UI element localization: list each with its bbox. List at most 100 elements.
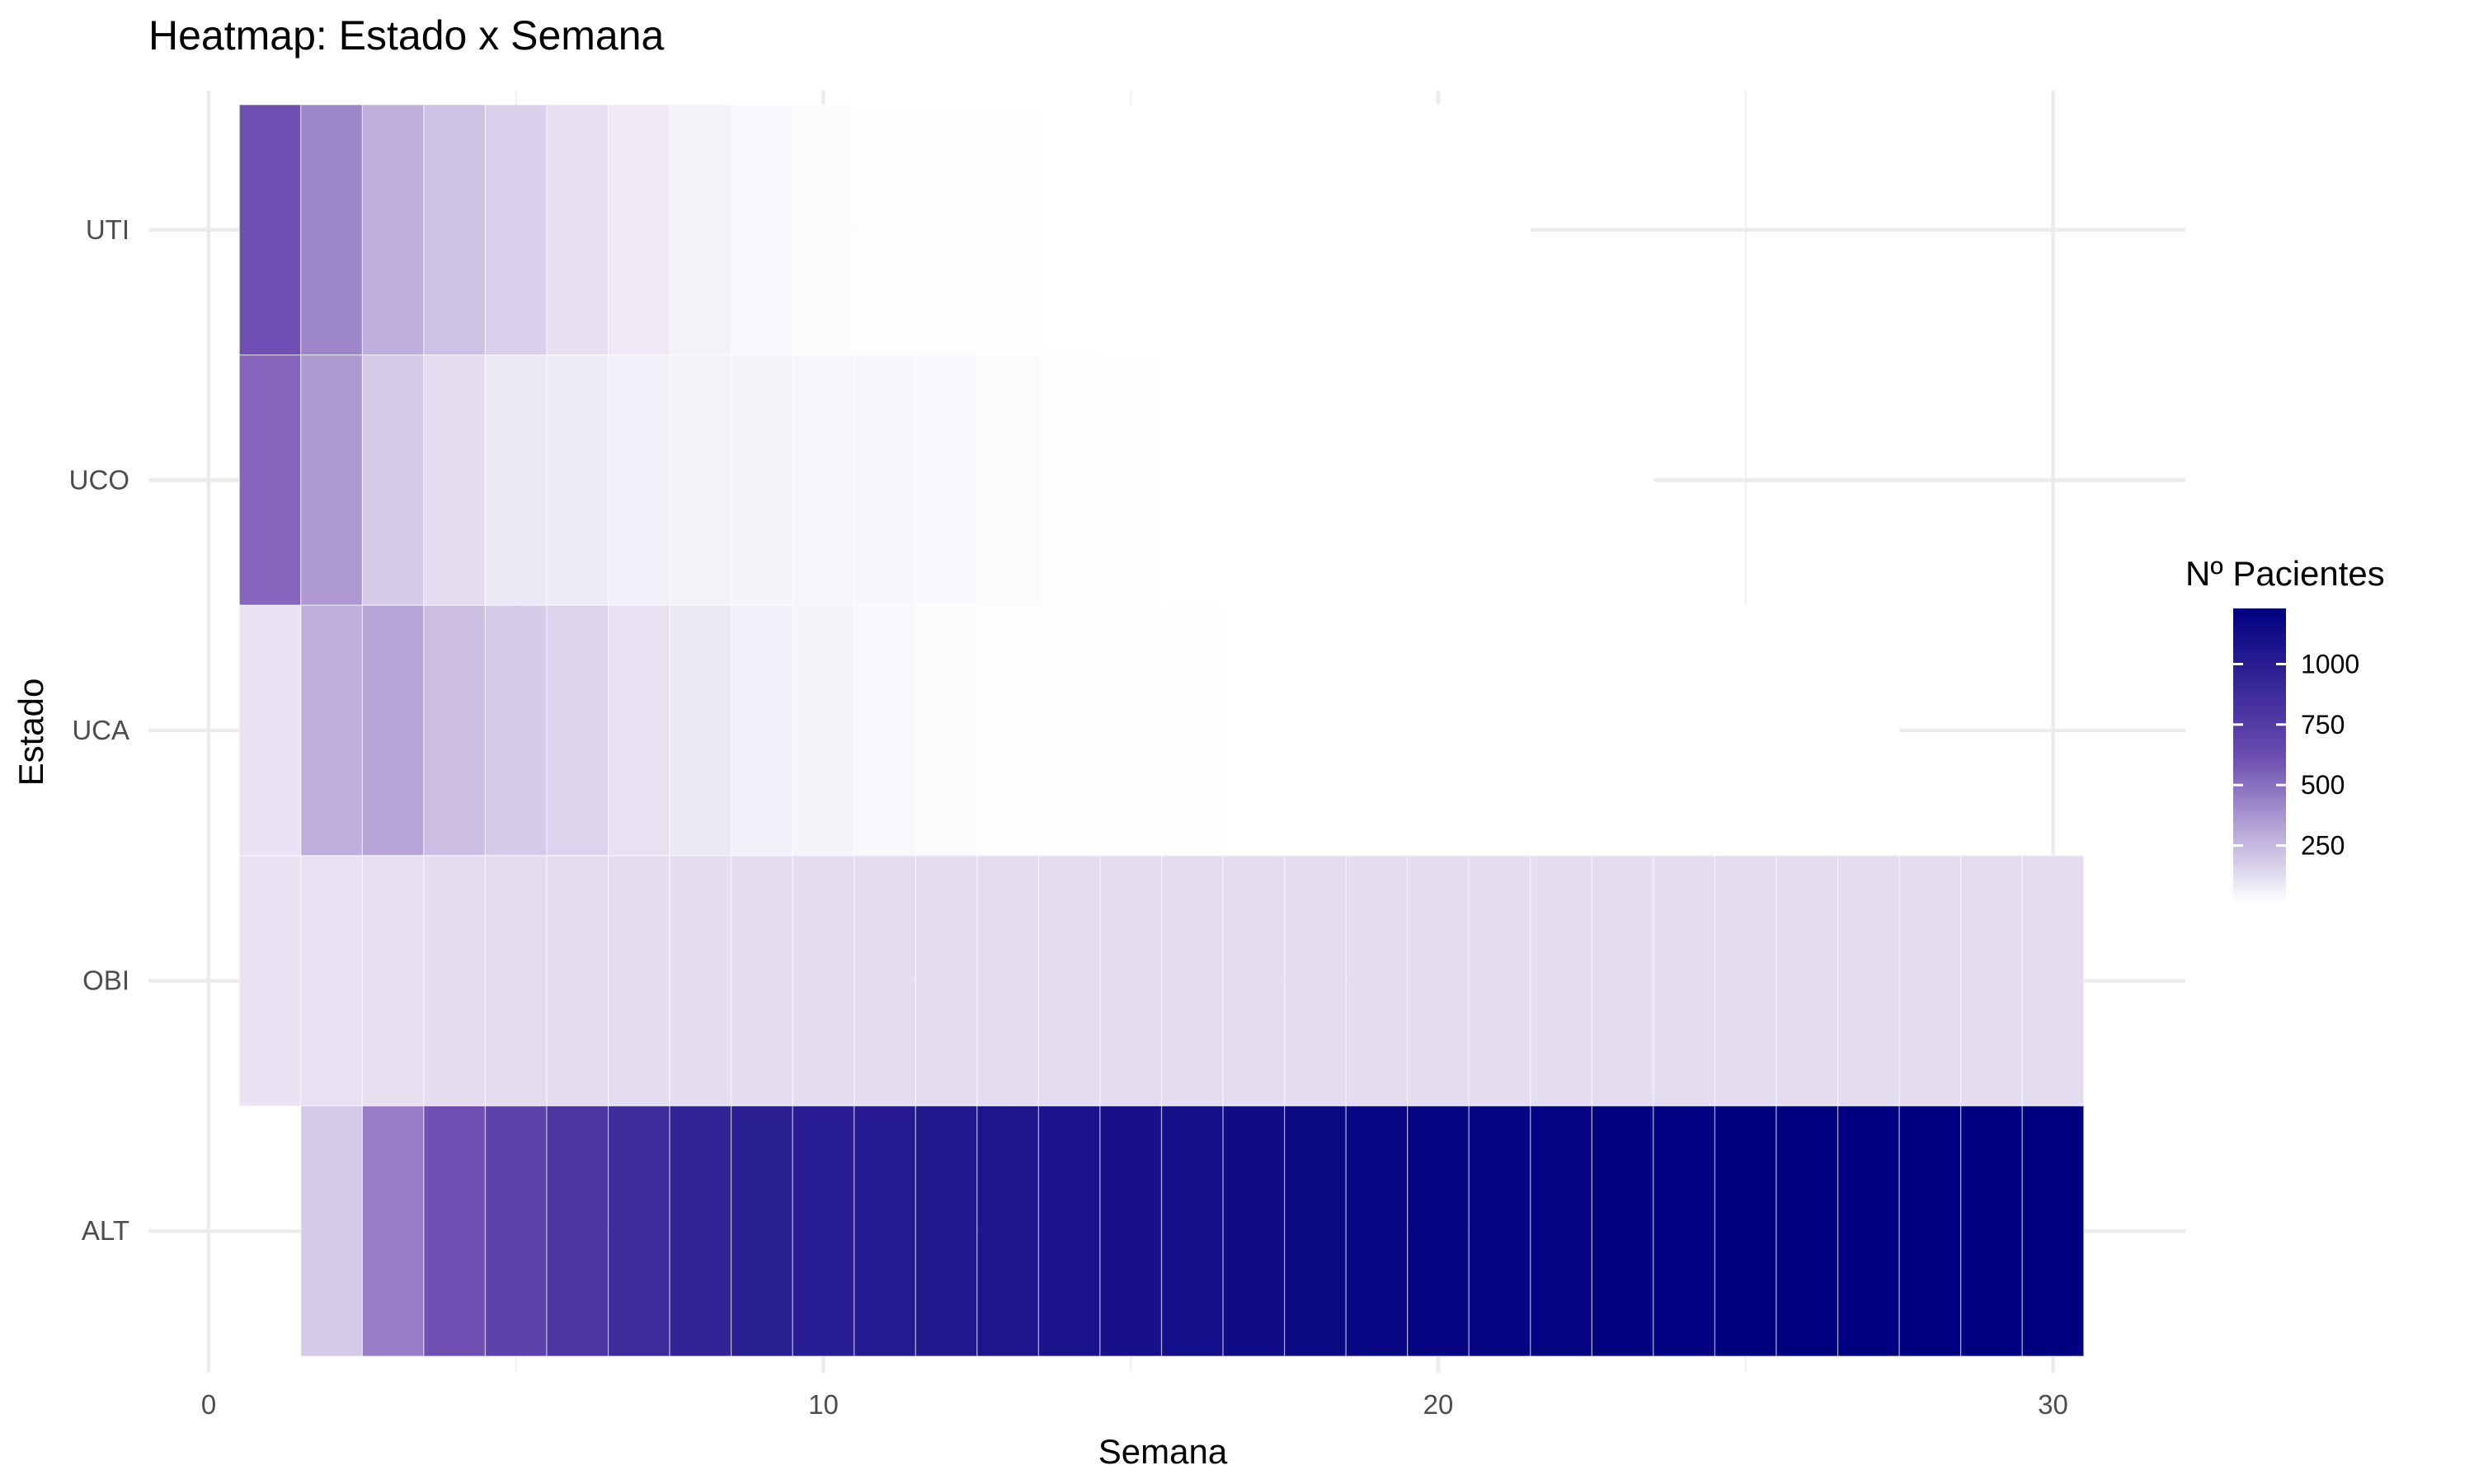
heatmap-cell xyxy=(238,104,302,356)
heatmap-cell xyxy=(731,604,793,857)
y-axis-tick-labels: UTI UCO UCA OBI ALT xyxy=(69,214,129,1246)
heatmap-cell xyxy=(238,355,302,606)
heatmap-cell xyxy=(854,355,916,606)
heatmap-cell xyxy=(915,104,978,356)
heatmap-cell xyxy=(1160,855,1224,1107)
heatmap-cell xyxy=(607,855,670,1107)
heatmap-cell xyxy=(1222,1105,1286,1357)
heatmap-cell xyxy=(854,104,916,356)
heatmap-cell xyxy=(1960,855,2023,1107)
heatmap-cell xyxy=(423,355,487,606)
heatmap-cell xyxy=(484,604,548,857)
color-legend: Nº Pacientes 250 500 750 1000 xyxy=(2185,554,2385,904)
legend-tick-label: 250 xyxy=(2301,831,2345,861)
y-tick-label: UCO xyxy=(69,464,129,495)
heatmap-cell xyxy=(731,104,793,356)
heatmap-cell xyxy=(1099,355,1163,606)
heatmap-cell xyxy=(1837,855,1900,1107)
heatmap-cell xyxy=(2021,1105,2085,1357)
heatmap-cell xyxy=(1160,604,1224,857)
heatmap-cell xyxy=(300,355,363,606)
heatmap-cell xyxy=(1714,1105,1777,1357)
heatmap-cell xyxy=(300,1105,363,1357)
y-tick-label: UCA xyxy=(72,715,129,745)
heatmap-cell xyxy=(1653,855,1716,1107)
heatmap-cell xyxy=(1714,604,1777,857)
heatmap-cell xyxy=(423,1105,487,1357)
heatmap-cell xyxy=(484,855,548,1107)
heatmap-cell xyxy=(1530,855,1592,1107)
heatmap-cell xyxy=(423,604,487,857)
heatmap-cell xyxy=(1530,355,1592,606)
legend-tick-label: 500 xyxy=(2301,770,2345,800)
heatmap-cell xyxy=(484,355,548,606)
heatmap-cell xyxy=(1407,355,1470,606)
heatmap-cell xyxy=(976,604,1040,857)
heatmap-cell xyxy=(1407,1105,1470,1357)
heatmap-cell xyxy=(1345,604,1409,857)
x-tick-label: 30 xyxy=(2038,1389,2068,1420)
heatmap-cell xyxy=(1160,355,1224,606)
heatmap-cell xyxy=(546,104,609,356)
heatmap-cell xyxy=(915,604,978,857)
heatmap-cell xyxy=(1898,855,1962,1107)
heatmap-cell xyxy=(1776,604,1839,857)
y-tick-label: UTI xyxy=(86,214,129,245)
heatmap-tiles xyxy=(238,104,2085,1357)
heatmap-cell xyxy=(1714,855,1777,1107)
heatmap-cell xyxy=(300,604,363,857)
heatmap-cell xyxy=(1837,604,1900,857)
heatmap-cell xyxy=(300,855,363,1107)
heatmap-cell xyxy=(1468,855,1531,1107)
heatmap-cell xyxy=(1284,604,1347,857)
heatmap-cell xyxy=(1407,855,1470,1107)
heatmap-cell xyxy=(1837,1105,1900,1357)
chart-title: Heatmap: Estado x Semana xyxy=(148,12,665,59)
heatmap-cell xyxy=(423,855,487,1107)
heatmap-cell xyxy=(1160,1105,1224,1357)
heatmap-cell xyxy=(731,355,793,606)
heatmap-cell xyxy=(1160,104,1224,356)
y-axis-title: Estado xyxy=(12,679,50,787)
heatmap-cell xyxy=(1468,604,1531,857)
heatmap-cell xyxy=(546,1105,609,1357)
heatmap-cell xyxy=(792,855,855,1107)
heatmap-cell xyxy=(854,855,916,1107)
heatmap-cell xyxy=(300,104,363,356)
heatmap-cell xyxy=(1037,604,1101,857)
heatmap-cell xyxy=(1037,104,1101,356)
heatmap-cell xyxy=(976,855,1040,1107)
heatmap-cell xyxy=(731,1105,793,1357)
y-tick-label: ALT xyxy=(82,1215,129,1246)
heatmap-cell xyxy=(1345,104,1409,356)
heatmap-cell xyxy=(607,604,670,857)
heatmap-cell xyxy=(976,1105,1040,1357)
heatmap-cell xyxy=(976,104,1040,356)
heatmap-cell xyxy=(607,104,670,356)
heatmap-cell xyxy=(484,104,548,356)
heatmap-cell xyxy=(1099,1105,1163,1357)
y-tick-label: OBI xyxy=(82,965,129,996)
heatmap-cell xyxy=(1345,1105,1409,1357)
heatmap-cell xyxy=(1222,104,1286,356)
heatmap-cell xyxy=(546,355,609,606)
heatmap-cell xyxy=(854,1105,916,1357)
heatmap-cell xyxy=(361,355,425,606)
heatmap-cell xyxy=(915,855,978,1107)
heatmap-cell xyxy=(915,355,978,606)
heatmap-cell xyxy=(1222,604,1286,857)
heatmap-cell xyxy=(1037,1105,1101,1357)
heatmap-cell xyxy=(238,604,302,857)
legend-title: Nº Pacientes xyxy=(2185,554,2385,593)
heatmap-cell xyxy=(1222,355,1286,606)
x-tick-label: 0 xyxy=(201,1389,216,1420)
heatmap-cell xyxy=(669,604,732,857)
heatmap-cell xyxy=(1222,855,1286,1107)
heatmap-cell xyxy=(1776,1105,1839,1357)
legend-tick-label: 750 xyxy=(2301,710,2345,740)
heatmap-cell xyxy=(238,855,302,1107)
x-axis-title: Semana xyxy=(1098,1432,1228,1471)
legend-color-bar xyxy=(2233,608,2286,904)
heatmap-cell xyxy=(792,104,855,356)
